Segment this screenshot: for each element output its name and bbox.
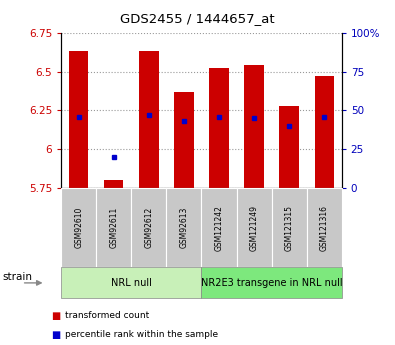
Bar (104, 180, 124, 188)
Bar (245, 65, 264, 188)
Text: transformed count: transformed count (65, 311, 149, 320)
Bar (314, 76, 334, 188)
Text: NRL null: NRL null (111, 278, 152, 288)
Text: GSM121315: GSM121315 (284, 205, 293, 251)
Text: GSM92612: GSM92612 (144, 207, 153, 248)
Text: ■: ■ (51, 330, 60, 339)
Bar (279, 106, 299, 188)
Text: GSM121242: GSM121242 (214, 205, 224, 250)
Text: strain: strain (2, 272, 32, 282)
Text: NR2E3 transgene in NRL null: NR2E3 transgene in NRL null (201, 278, 342, 288)
Text: GSM121249: GSM121249 (250, 205, 259, 251)
Text: GDS2455 / 1444657_at: GDS2455 / 1444657_at (120, 12, 275, 25)
Text: percentile rank within the sample: percentile rank within the sample (65, 330, 218, 339)
Bar (69, 51, 88, 188)
Text: ■: ■ (51, 311, 60, 321)
Text: GSM121316: GSM121316 (320, 205, 329, 251)
Text: GSM92610: GSM92610 (74, 207, 83, 248)
Bar (209, 68, 229, 188)
Text: GSM92611: GSM92611 (109, 207, 118, 248)
Bar (174, 92, 194, 188)
Bar (139, 51, 158, 188)
Text: GSM92613: GSM92613 (179, 207, 188, 248)
